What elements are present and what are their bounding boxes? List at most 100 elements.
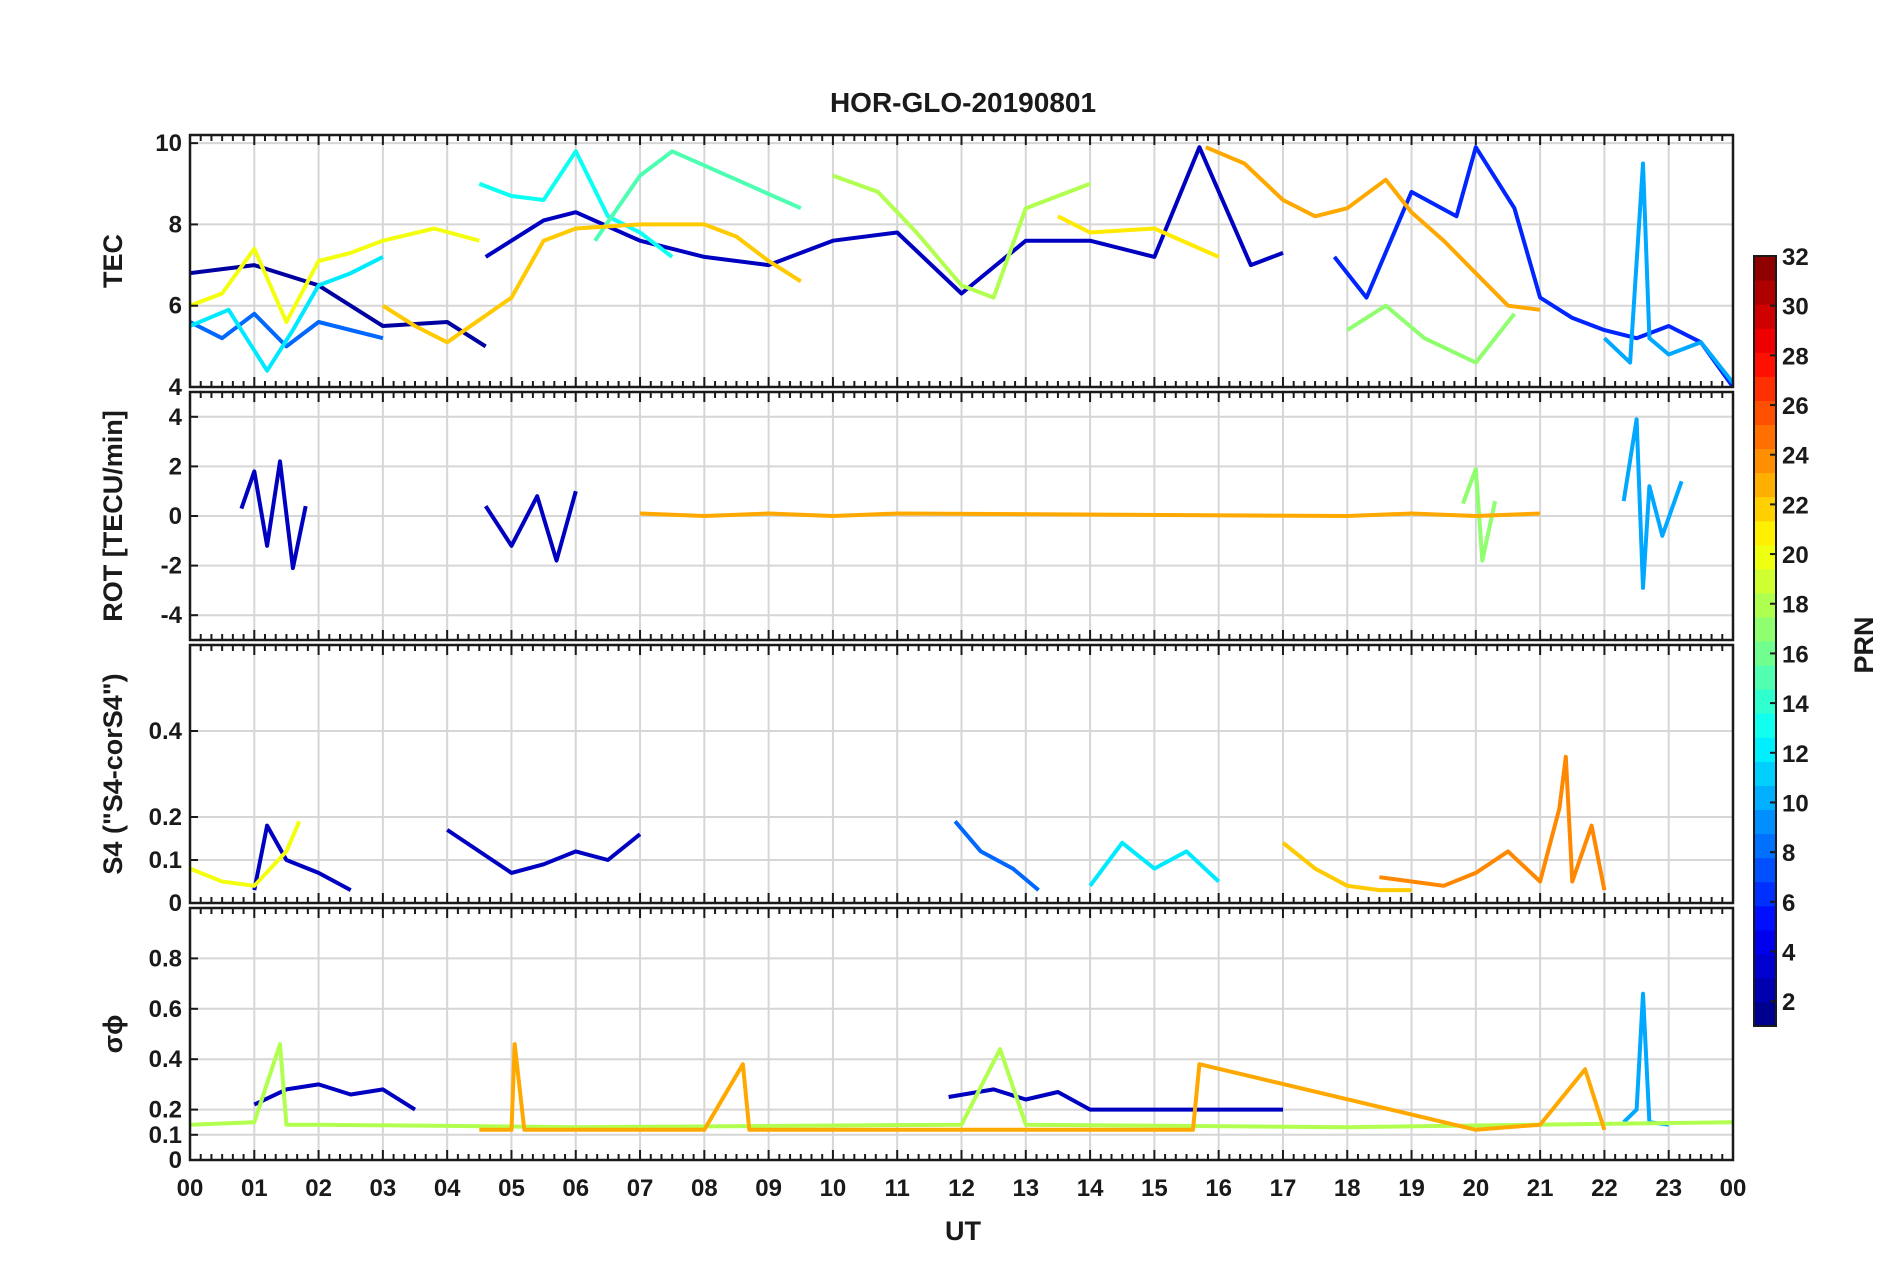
panel-tec: 4 6 8 10 TEC <box>98 130 1735 401</box>
colorbar-segment <box>1754 713 1776 738</box>
series-line-prn-21 <box>1057 214 1220 259</box>
colorbar-segment <box>1754 977 1776 1003</box>
series-group <box>190 145 1733 387</box>
series-line-prn-17 <box>1346 303 1516 365</box>
x-tick-label: 20 <box>1462 1175 1489 1202</box>
y-axis-label-sigma-phi: σϕ <box>98 1015 128 1054</box>
y-tick-label: 0.2 <box>149 1097 182 1124</box>
colorbar-segment <box>1754 352 1776 377</box>
series-line-prn-22 <box>381 222 802 345</box>
colorbar-segment <box>1754 665 1776 690</box>
y-tick-label: 4 <box>169 404 183 431</box>
series-line-prn-12 <box>1088 840 1221 887</box>
series-line-prn-3 <box>446 828 642 875</box>
series-line-prn-3 <box>253 1082 417 1112</box>
panel-sigma-phi: 00.10.2 0.4 0.6 0.8 σϕ <box>98 906 1735 1174</box>
colorbar-segment <box>1754 929 1776 955</box>
x-tick-label: 21 <box>1527 1175 1554 1202</box>
y-tick-label: 6 <box>169 293 182 320</box>
x-tick-label: 05 <box>498 1175 525 1202</box>
colorbar-segment <box>1754 641 1776 666</box>
y-axis-label-rot: ROT [TECU/min] <box>98 410 128 621</box>
series-line-prn-18 <box>190 1042 1733 1130</box>
y-tick-label: 0.1 <box>149 847 182 874</box>
series-line-prn-10 <box>1621 417 1684 590</box>
series-line-prn-23 <box>1205 145 1541 312</box>
panels-group: 4 6 8 10 TEC -4 -2 02 4 ROT [TECU/min] 0 0.1 0.2 0.4 S… <box>98 130 1746 1202</box>
colorbar-segment <box>1754 280 1776 305</box>
y-tick-label: 0 <box>169 890 182 917</box>
x-tick-label: 06 <box>562 1175 589 1202</box>
colorbar-segment <box>1754 376 1776 401</box>
colorbar-segment <box>1754 568 1776 594</box>
colorbar-tick-label: 26 <box>1782 393 1809 420</box>
colorbar-segment <box>1754 544 1776 570</box>
series-line-prn-3 <box>484 490 578 563</box>
series-line-prn-3 <box>484 145 1284 296</box>
colorbar-tick-label: 24 <box>1782 443 1809 470</box>
y-tick-label: -4 <box>161 602 183 629</box>
y-tick-label: 10 <box>155 130 182 157</box>
colorbar-segment <box>1754 400 1776 426</box>
x-tick-label: 15 <box>1141 1175 1168 1202</box>
colorbar-frame <box>1753 255 1777 1027</box>
x-tick-label: 00 <box>1720 1175 1747 1202</box>
colorbar-tick-label: 30 <box>1782 294 1809 321</box>
panel-rot: -4 -2 0 2 4 ROT [TECU/min] <box>98 390 1735 642</box>
series-line-prn-20 <box>190 820 302 888</box>
x-tick-label: 17 <box>1270 1175 1297 1202</box>
colorbar-tick-label: 4 <box>1782 939 1796 966</box>
colorbar-segment <box>1754 737 1776 762</box>
x-tick-label: 11 <box>885 1175 910 1202</box>
x-tick-label: 08 <box>691 1175 718 1202</box>
y-axis-label-s4: S4 ("S4-corS4") <box>98 673 128 874</box>
colorbar-segment <box>1754 424 1776 450</box>
x-tick-label: 14 <box>1077 1175 1104 1202</box>
colorbar-tick-label: 2 <box>1782 989 1795 1016</box>
x-tick-label: 07 <box>627 1175 654 1202</box>
colorbar-segment <box>1754 905 1776 931</box>
y-tick-label: 0.6 <box>149 996 182 1023</box>
colorbar-segment <box>1754 520 1776 546</box>
y-tick-label: 0.8 <box>149 945 182 972</box>
colorbar-segment <box>1754 472 1776 498</box>
colorbar-segment <box>1754 328 1776 353</box>
colorbar-tick-label: 20 <box>1782 542 1809 569</box>
y-tick-label: 8 <box>169 211 182 238</box>
x-tick-label: 16 <box>1205 1175 1232 1202</box>
y-tick-label: 0.4 <box>149 718 183 745</box>
y-tick-label: 4 <box>169 374 183 401</box>
series-line-prn-13 <box>478 149 674 259</box>
y-tick-label: 2 <box>169 453 182 480</box>
series-line-prn-6 <box>1332 145 1733 387</box>
x-tick-label: 10 <box>820 1175 847 1202</box>
colorbar-segment <box>1754 1001 1776 1027</box>
series-line-prn-3 <box>252 823 352 892</box>
colorbar-tick-label: 10 <box>1782 790 1809 817</box>
series-line-prn-8 <box>190 311 384 349</box>
x-tick-label: 09 <box>755 1175 782 1202</box>
y-tick-label: 0.2 <box>149 804 182 831</box>
series-line-prn-8 <box>953 820 1040 892</box>
series-line-prn-15 <box>593 149 802 242</box>
colorbar-tick-label: 8 <box>1782 840 1795 867</box>
y-tick-label: -2 <box>161 553 182 580</box>
colorbar-segment <box>1754 809 1776 835</box>
x-tick-label: 01 <box>241 1175 268 1202</box>
colorbar-tick-label: 32 <box>1782 244 1809 271</box>
panel-s4: 0 0.1 0.2 0.4 S4 ("S4-corS4") <box>98 643 1735 917</box>
colorbar-segment <box>1754 592 1776 618</box>
colorbar-segment <box>1754 304 1776 329</box>
colorbar-segment <box>1754 881 1776 907</box>
series-line-prn-12 <box>190 255 384 373</box>
y-axis-label-tec: TEC <box>98 234 128 288</box>
series-line-prn-23 <box>479 1042 1607 1132</box>
x-tick-label: 23 <box>1655 1175 1682 1202</box>
x-tick-label: 02 <box>305 1175 332 1202</box>
colorbar-segment <box>1754 689 1776 714</box>
series-line-prn-22 <box>1281 841 1412 893</box>
x-tick-label: 04 <box>434 1175 461 1202</box>
series-line-prn-23 <box>639 511 1541 518</box>
